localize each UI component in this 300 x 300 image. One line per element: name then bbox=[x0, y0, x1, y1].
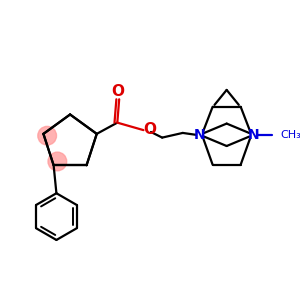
Text: N: N bbox=[248, 128, 260, 142]
Text: O: O bbox=[112, 84, 125, 99]
Text: N: N bbox=[194, 128, 206, 142]
Circle shape bbox=[48, 152, 67, 171]
Text: O: O bbox=[143, 122, 157, 137]
Text: CH₃: CH₃ bbox=[280, 130, 300, 140]
Circle shape bbox=[38, 126, 56, 145]
